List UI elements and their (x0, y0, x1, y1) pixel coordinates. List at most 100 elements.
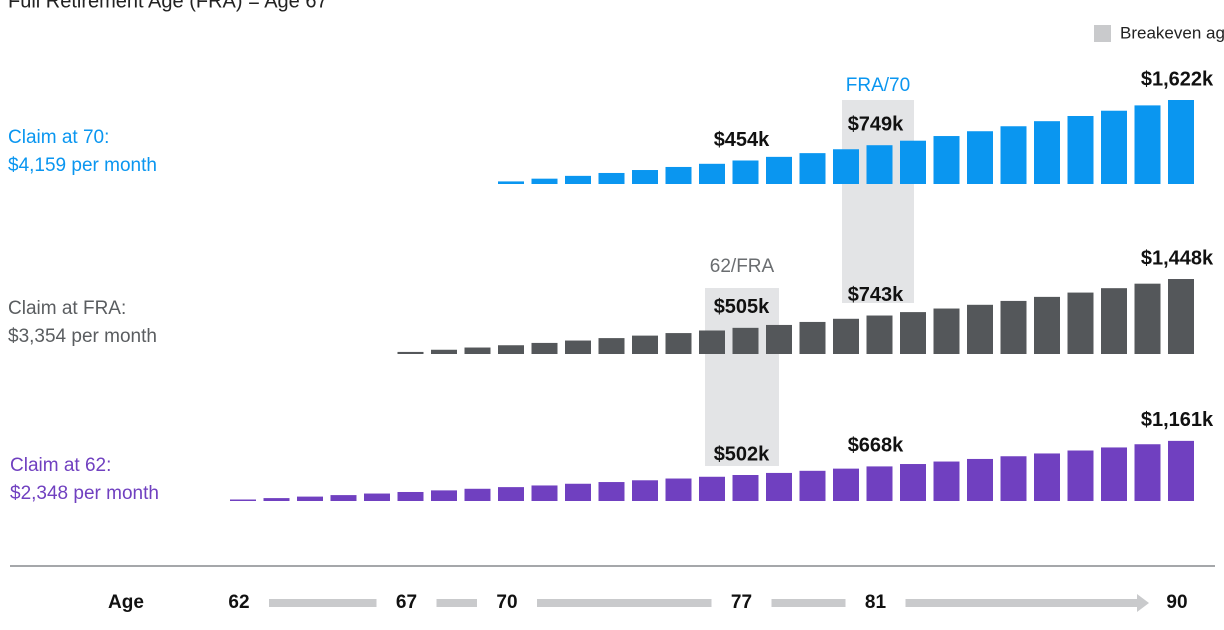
series-name: Claim at FRA: (8, 298, 126, 319)
bar (732, 160, 759, 184)
x-axis-label: Age (108, 592, 144, 613)
x-tick-label: 81 (865, 592, 887, 613)
bar (531, 485, 558, 501)
series-detail: $2,348 per month (10, 483, 159, 504)
breakeven-box (842, 100, 914, 303)
bar (833, 468, 859, 501)
data-label: $749k (848, 113, 904, 135)
legend-label: Breakeven age (1120, 23, 1224, 42)
bar (498, 345, 524, 354)
bar (732, 327, 759, 354)
bar (1101, 110, 1127, 184)
bar (364, 493, 390, 501)
data-label: $668k (848, 435, 904, 457)
bar (1000, 456, 1027, 501)
data-label: $502k (714, 443, 770, 465)
bar (799, 153, 826, 184)
legend-swatch (1094, 25, 1111, 42)
bar (1000, 126, 1027, 184)
bar (1168, 279, 1194, 354)
bar (866, 145, 893, 184)
bar (565, 340, 591, 354)
bar (799, 321, 826, 354)
bar (766, 472, 792, 501)
bar (1000, 300, 1027, 354)
bar (699, 163, 725, 184)
bar (531, 342, 558, 354)
x-tick-label: 90 (1166, 592, 1187, 613)
bar (397, 491, 424, 501)
bar (1101, 447, 1127, 501)
bar (632, 170, 658, 184)
bar (766, 324, 792, 354)
breakeven-label: 62/FRA (710, 256, 775, 277)
bar (1134, 444, 1161, 501)
x-tick-label: 77 (731, 592, 752, 613)
data-label: $454k (714, 129, 770, 151)
bar (833, 149, 859, 184)
bar (1168, 100, 1194, 184)
bar (1034, 121, 1060, 184)
bar (699, 330, 725, 354)
bar (1101, 288, 1127, 354)
bar (1067, 292, 1094, 354)
axis-arrow (1137, 594, 1149, 612)
bar (531, 178, 558, 184)
x-tick-label: 62 (228, 592, 249, 613)
bar (498, 487, 524, 501)
bar (263, 498, 290, 501)
bar (665, 166, 692, 184)
bar (866, 466, 893, 501)
bar (330, 495, 357, 501)
bar (933, 308, 960, 354)
series-name: Claim at 62: (10, 455, 111, 476)
bar (598, 482, 625, 501)
data-label: $1,448k (1141, 247, 1214, 269)
bar (665, 333, 692, 354)
bar (1134, 283, 1161, 354)
bar (431, 349, 457, 354)
data-label: $1,161k (1141, 409, 1214, 431)
bar (297, 496, 323, 501)
bar (1034, 296, 1060, 354)
chart-title: Full Retirement Age (FRA) = Age 67 (8, 0, 328, 12)
axis-connector (905, 599, 1137, 607)
bar (967, 304, 993, 354)
bar (665, 478, 692, 501)
bar (598, 338, 625, 354)
bar (900, 140, 926, 184)
bar (732, 475, 759, 501)
bar (833, 318, 859, 354)
bar (565, 175, 591, 184)
bar (431, 490, 457, 501)
bar (1168, 440, 1194, 501)
bar (699, 476, 725, 501)
breakeven-box (705, 288, 779, 466)
x-tick-label: 67 (396, 592, 417, 613)
bar (933, 136, 960, 184)
bar (900, 464, 926, 501)
bar (1067, 450, 1094, 501)
bar (464, 347, 491, 354)
bar (632, 480, 658, 501)
data-label: $1,622k (1141, 68, 1214, 90)
axis-connector (269, 599, 377, 607)
series-detail: $4,159 per month (8, 155, 157, 176)
bar (1034, 453, 1060, 501)
bar (632, 335, 658, 354)
bar (799, 470, 826, 501)
bar (230, 499, 256, 501)
bar (1134, 105, 1161, 184)
bar (464, 488, 491, 501)
bar (967, 458, 993, 501)
bar (598, 172, 625, 184)
bar (967, 131, 993, 184)
axis-connector (436, 599, 477, 607)
breakeven-label: FRA/70 (846, 75, 910, 96)
axis-connector (537, 599, 712, 607)
bar (900, 312, 926, 354)
data-label: $743k (848, 284, 904, 306)
bar (866, 315, 893, 354)
series-name: Claim at 70: (8, 127, 109, 148)
